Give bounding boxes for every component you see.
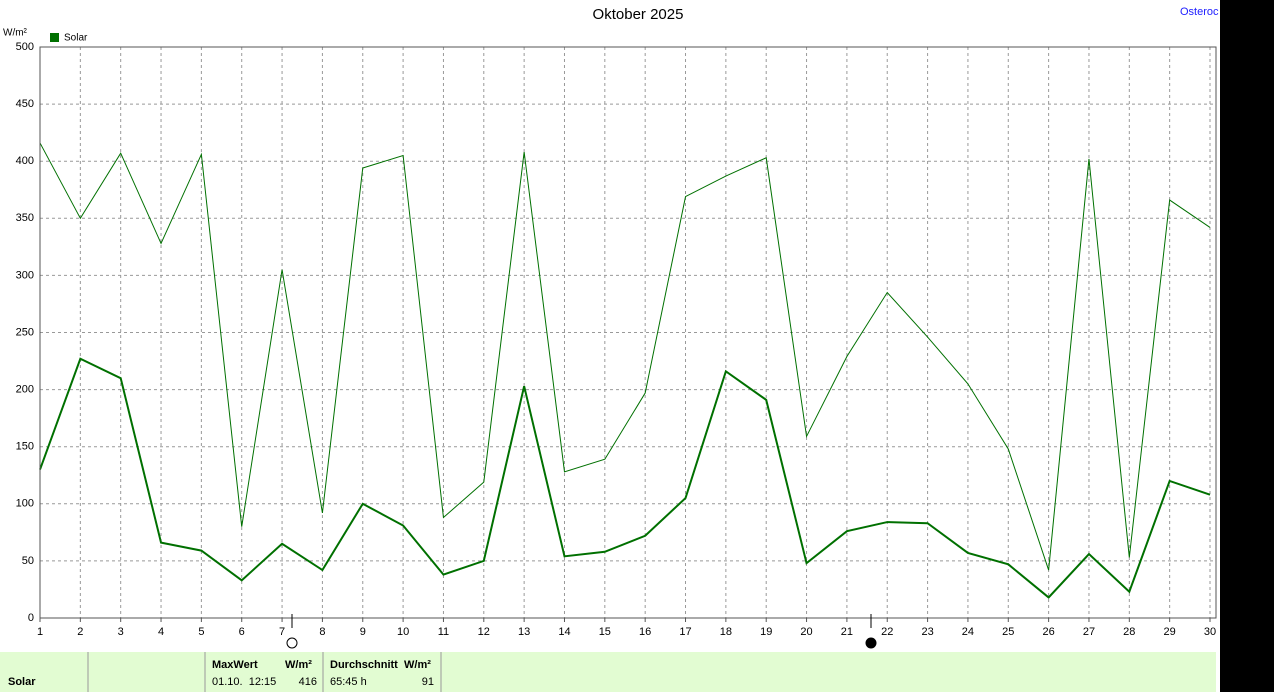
x-tick-label: 29 [1164, 626, 1176, 638]
y-unit: W/m² [3, 28, 28, 39]
series-line [39, 357, 1211, 599]
x-tick-label: 7 [279, 626, 285, 638]
x-tick-label: 18 [720, 626, 732, 638]
black-border [1220, 0, 1274, 692]
footer-header: Durchschnitt [330, 659, 398, 671]
info-panel [0, 652, 1216, 692]
x-tick-label: 11 [438, 626, 449, 638]
x-tick-label: 3 [118, 626, 124, 638]
x-tick-label: 25 [1002, 626, 1014, 638]
x-tick-label: 4 [158, 626, 164, 638]
x-tick-label: 27 [1083, 626, 1095, 638]
footer-time: 01.10. 12:15 [212, 676, 276, 688]
footer-unit: W/m² [285, 659, 312, 671]
x-tick-label: 6 [239, 626, 245, 638]
legend-label: Solar [64, 33, 88, 44]
x-tick-label: 9 [360, 626, 366, 638]
x-tick-label: 17 [679, 626, 691, 638]
x-tick-label: 21 [841, 626, 853, 638]
y-tick-label: 500 [16, 41, 34, 53]
x-tick-label: 22 [881, 626, 893, 638]
x-tick-label: 16 [639, 626, 651, 638]
x-tick-label: 26 [1042, 626, 1054, 638]
x-tick-label: 24 [962, 626, 974, 638]
footer-unit: W/m² [404, 659, 431, 671]
full-moon-icon [286, 637, 298, 649]
new-moon-icon [865, 637, 877, 649]
x-tick-label: 15 [599, 626, 611, 638]
footer-value: 416 [299, 676, 317, 688]
y-tick-label: 300 [16, 269, 34, 281]
y-tick-label: 0 [28, 612, 34, 624]
footer-value: 91 [422, 676, 434, 688]
x-tick-label: 8 [319, 626, 325, 638]
footer-time: 65:45 h [330, 676, 367, 688]
chart-title: Oktober 2025 [593, 6, 684, 23]
x-tick-label: 23 [921, 626, 933, 638]
y-tick-label: 350 [16, 212, 34, 224]
x-tick-label: 1 [37, 626, 43, 638]
site-link[interactable]: Osteroc [1180, 6, 1219, 18]
x-tick-label: 2 [77, 626, 83, 638]
footer-header: MaxWert [212, 659, 258, 671]
y-tick-label: 100 [16, 498, 34, 510]
legend-swatch [50, 33, 59, 42]
x-tick-label: 20 [800, 626, 812, 638]
footer-label: Solar [8, 676, 36, 688]
x-tick-label: 14 [558, 626, 570, 638]
y-tick-label: 50 [22, 555, 34, 567]
x-tick-label: 12 [478, 626, 490, 638]
x-tick-label: 28 [1123, 626, 1135, 638]
y-tick-label: 450 [16, 98, 34, 110]
x-tick-label: 19 [760, 626, 772, 638]
y-tick-label: 400 [16, 155, 34, 167]
series-line [39, 142, 1211, 571]
y-tick-label: 150 [16, 441, 34, 453]
x-tick-label: 10 [397, 626, 409, 638]
plot-frame [39, 46, 1217, 619]
y-tick-label: 250 [16, 326, 34, 338]
y-tick-label: 200 [16, 384, 34, 396]
x-tick-label: 13 [518, 626, 530, 638]
x-tick-label: 30 [1204, 626, 1216, 638]
x-tick-label: 5 [198, 626, 204, 638]
